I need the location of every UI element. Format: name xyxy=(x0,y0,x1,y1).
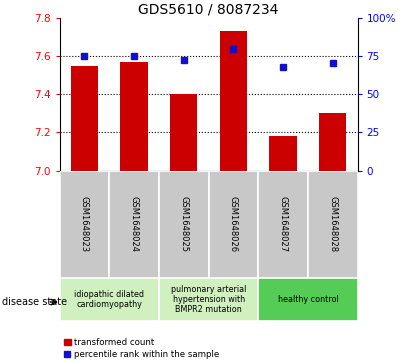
Legend: transformed count, percentile rank within the sample: transformed count, percentile rank withi… xyxy=(64,338,219,359)
Text: pulmonary arterial
hypertension with
BMPR2 mutation: pulmonary arterial hypertension with BMP… xyxy=(171,285,246,314)
Text: GSM1648028: GSM1648028 xyxy=(328,196,337,252)
Text: disease state: disease state xyxy=(2,297,67,307)
Bar xyxy=(159,171,208,278)
Bar xyxy=(258,278,358,321)
Text: healthy control: healthy control xyxy=(277,295,338,304)
Bar xyxy=(319,114,346,171)
Bar xyxy=(258,171,308,278)
Bar xyxy=(60,171,109,278)
Text: GSM1648027: GSM1648027 xyxy=(279,196,288,252)
Bar xyxy=(308,171,358,278)
Bar xyxy=(120,62,148,171)
Bar xyxy=(159,278,258,321)
Bar xyxy=(60,278,159,321)
Bar xyxy=(270,136,297,171)
Text: GSM1648026: GSM1648026 xyxy=(229,196,238,252)
Bar xyxy=(170,94,197,171)
Title: GDS5610 / 8087234: GDS5610 / 8087234 xyxy=(139,3,279,17)
Bar xyxy=(208,171,258,278)
Text: GSM1648023: GSM1648023 xyxy=(80,196,89,252)
Text: GSM1648024: GSM1648024 xyxy=(129,196,139,252)
Bar xyxy=(71,66,98,171)
Bar xyxy=(220,32,247,171)
Text: GSM1648025: GSM1648025 xyxy=(179,196,188,252)
Bar xyxy=(109,171,159,278)
Text: idiopathic dilated
cardiomyopathy: idiopathic dilated cardiomyopathy xyxy=(74,290,144,309)
